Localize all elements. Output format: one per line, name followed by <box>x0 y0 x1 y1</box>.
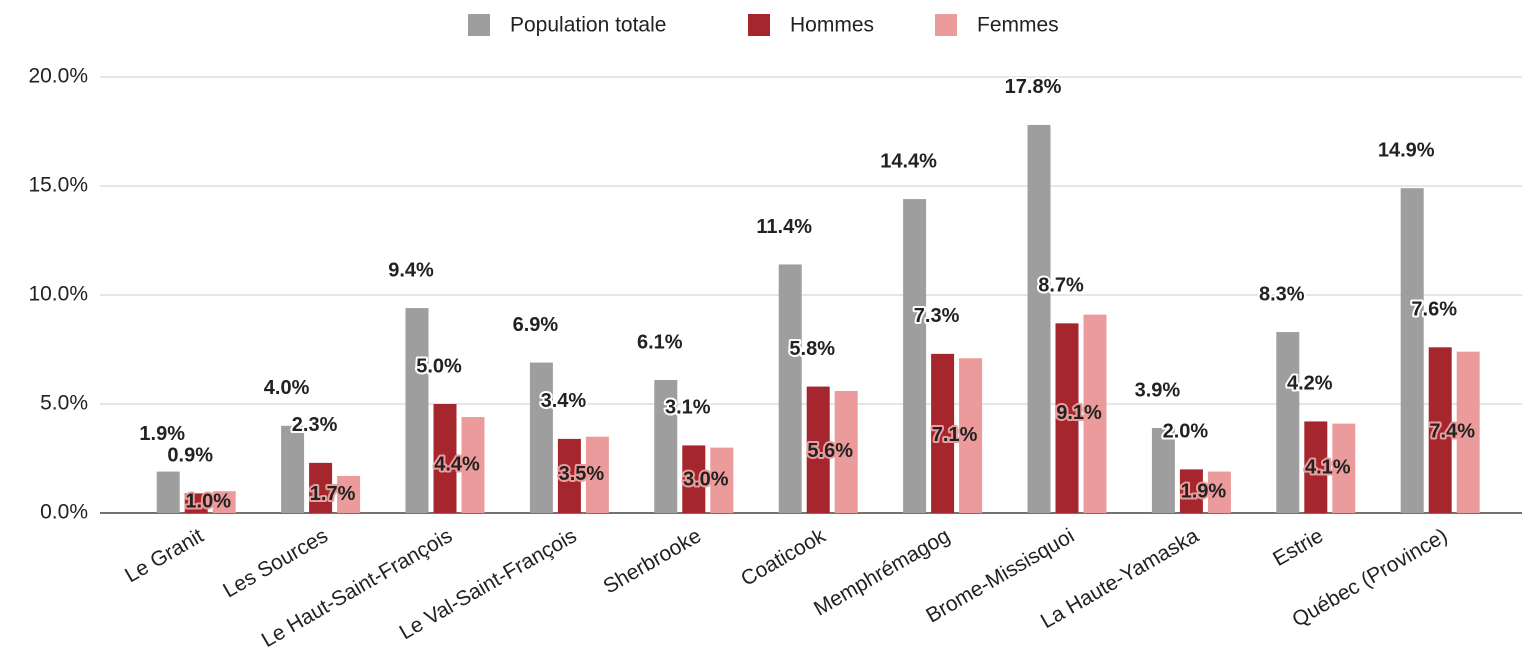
data-label: 11.4% <box>756 216 812 238</box>
data-label: 1.7% <box>310 483 356 505</box>
data-label: 5.0% <box>416 355 462 377</box>
data-label: 7.6% <box>1411 299 1457 321</box>
bar <box>1304 421 1328 513</box>
x-tick-label: Les Sources <box>219 524 332 602</box>
bar <box>1332 423 1356 513</box>
bar <box>1027 124 1051 514</box>
x-tick-label: Estrie <box>1269 524 1327 571</box>
data-label: 17.8% <box>1005 76 1062 98</box>
data-label: 3.5% <box>559 463 605 485</box>
bar <box>778 264 802 513</box>
bar <box>337 475 361 513</box>
data-label: 4.4% <box>434 453 480 475</box>
data-label: 2.3% <box>292 414 338 436</box>
y-tick-label: 5.0% <box>40 392 88 415</box>
bar <box>461 417 485 513</box>
bar <box>557 438 581 513</box>
bar <box>281 425 305 513</box>
y-tick-label: 20.0% <box>28 65 88 88</box>
data-label: 3.9% <box>1135 379 1181 401</box>
y-tick-label: 10.0% <box>28 283 88 306</box>
data-label: 5.8% <box>789 338 835 360</box>
bar <box>806 386 830 513</box>
legend-label: Femmes <box>977 14 1059 37</box>
bar <box>1400 188 1424 513</box>
data-label: 14.9% <box>1378 139 1435 161</box>
data-label: 4.1% <box>1305 457 1351 479</box>
data-label: 6.9% <box>513 314 559 336</box>
y-tick-label: 15.0% <box>28 174 88 197</box>
data-label: 1.9% <box>139 423 185 445</box>
bar <box>1276 332 1300 513</box>
data-label: 0.9% <box>167 445 213 467</box>
data-label: 3.1% <box>665 397 711 419</box>
data-label: 7.1% <box>932 424 978 446</box>
bar <box>433 404 457 513</box>
bar <box>959 358 983 513</box>
data-label: 5.6% <box>807 440 853 462</box>
bar <box>710 447 734 513</box>
x-tick-label: Le Granit <box>121 524 207 587</box>
bar <box>682 445 706 513</box>
data-label: 4.2% <box>1287 373 1333 395</box>
data-label: 8.3% <box>1259 283 1305 305</box>
data-label: 6.1% <box>637 331 683 353</box>
bar <box>156 471 180 513</box>
data-label: 2.0% <box>1163 421 1209 443</box>
data-label: 14.4% <box>880 150 937 172</box>
data-label: 3.0% <box>683 469 729 491</box>
bar <box>1456 351 1480 513</box>
data-label: 7.4% <box>1429 421 1475 443</box>
bar <box>1179 469 1203 513</box>
y-tick-label: 0.0% <box>40 501 88 524</box>
bar <box>1055 323 1079 513</box>
bar <box>1207 471 1231 513</box>
legend-swatch <box>935 14 957 36</box>
x-tick-label: Coaticook <box>737 524 830 591</box>
legend-label: Population totale <box>510 14 666 37</box>
legend-swatch <box>468 14 490 36</box>
data-label: 7.3% <box>914 305 960 327</box>
bar <box>1151 427 1175 513</box>
data-label: 3.4% <box>541 390 587 412</box>
data-label: 8.7% <box>1038 275 1084 297</box>
bar <box>184 493 208 513</box>
bar <box>1428 347 1452 513</box>
bar <box>405 308 429 513</box>
legend-swatch <box>748 14 770 36</box>
bar <box>1083 314 1107 513</box>
bar <box>212 491 236 513</box>
data-label: 9.1% <box>1056 402 1102 424</box>
data-label: 1.9% <box>1181 481 1227 503</box>
data-label: 9.4% <box>388 259 434 281</box>
bar <box>585 436 609 513</box>
bar <box>903 199 927 513</box>
data-label: 4.0% <box>264 377 310 399</box>
data-label: 1.0% <box>185 490 231 512</box>
bar <box>529 362 553 513</box>
bar <box>309 462 333 513</box>
bar <box>654 380 678 513</box>
x-tick-label: Sherbrooke <box>600 524 706 598</box>
bar <box>931 353 955 513</box>
legend-label: Hommes <box>790 14 874 37</box>
bar <box>834 390 858 513</box>
